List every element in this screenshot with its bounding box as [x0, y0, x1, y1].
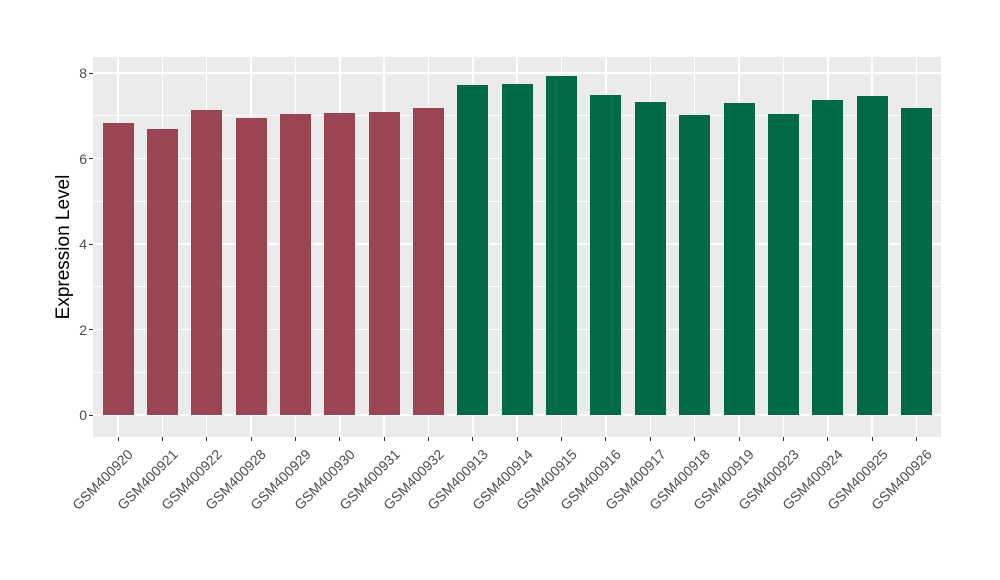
bar-GSM400919 [723, 102, 755, 415]
bar-GSM400926 [900, 108, 932, 415]
y-tick-label: 8 [79, 65, 87, 81]
bar-GSM400923 [767, 114, 799, 415]
bar-GSM400915 [546, 75, 578, 415]
bar-GSM400913 [457, 85, 489, 415]
y-tick-mark [89, 72, 93, 74]
x-tick-mark [428, 437, 430, 441]
plot-panel [93, 57, 941, 437]
x-tick-mark [738, 437, 740, 441]
bar-GSM400931 [368, 111, 400, 415]
x-tick-mark [782, 437, 784, 441]
bar-GSM400917 [634, 102, 666, 415]
x-tick-mark [117, 437, 119, 441]
bar-GSM400921 [146, 129, 178, 415]
bar-GSM400932 [413, 107, 445, 415]
x-tick-mark [649, 437, 651, 441]
bar-GSM400916 [590, 95, 622, 415]
bar-GSM400920 [102, 123, 134, 415]
y-tick-label: 2 [79, 321, 87, 338]
y-tick-mark [89, 329, 93, 330]
x-tick-mark [605, 437, 607, 441]
y-tick-label: 6 [79, 150, 87, 167]
x-tick-mark [472, 437, 474, 441]
y-tick-mark [89, 158, 93, 159]
x-tick-mark [339, 437, 341, 441]
y-tick-label: 0 [79, 407, 87, 423]
x-tick-mark [915, 437, 917, 441]
y-tick-label: 4 [79, 236, 87, 252]
x-tick-mark [161, 437, 163, 441]
x-tick-mark [206, 437, 208, 441]
bar-GSM400929 [279, 114, 311, 415]
x-tick-mark [294, 437, 296, 441]
x-tick-mark [694, 437, 696, 441]
x-tick-mark [827, 437, 829, 441]
bar-GSM400925 [856, 95, 888, 415]
x-tick-mark [383, 437, 385, 441]
bar-GSM400928 [235, 117, 267, 415]
bar-GSM400922 [191, 109, 223, 415]
x-tick-mark [516, 437, 518, 441]
bar-GSM400930 [324, 112, 356, 415]
x-tick-mark [561, 437, 563, 441]
bar-GSM400914 [501, 84, 533, 415]
x-tick-mark [871, 437, 873, 441]
y-tick-mark [89, 243, 93, 245]
x-tick-mark [250, 437, 252, 441]
bar-GSM400924 [812, 99, 844, 415]
y-tick-mark [89, 414, 93, 416]
bar-GSM400918 [679, 115, 711, 415]
